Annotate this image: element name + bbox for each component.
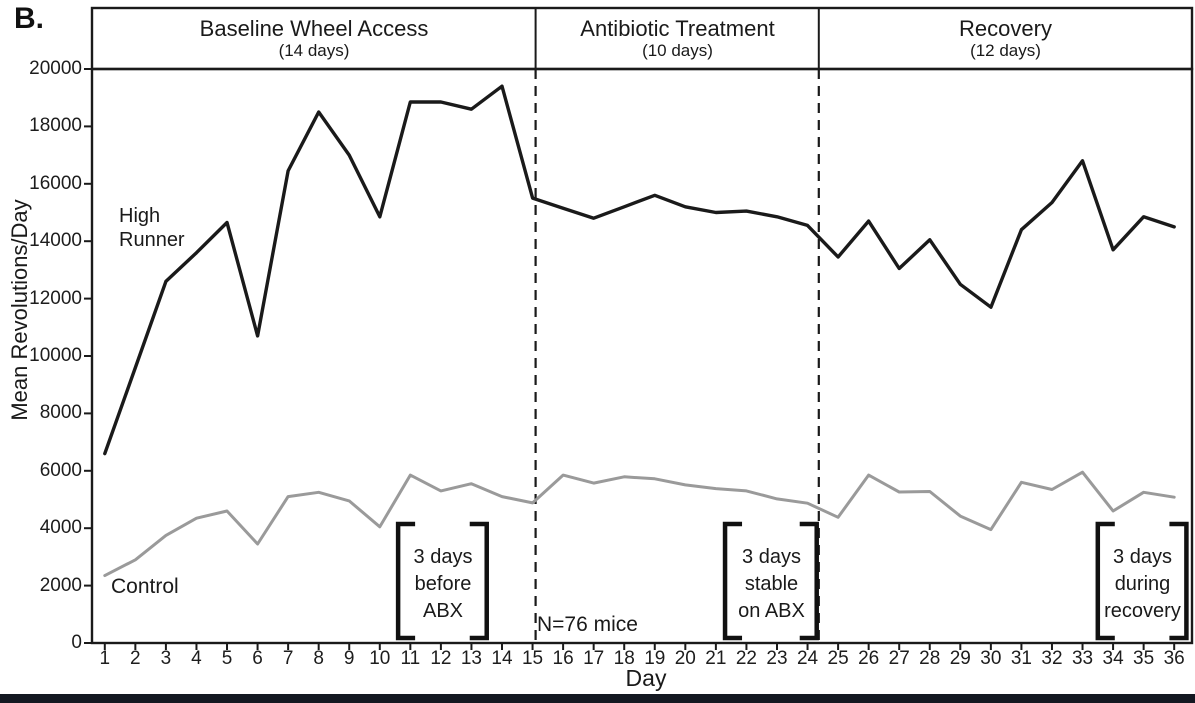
- series-line-control: [103, 470, 1176, 578]
- x-tick-label: 24: [796, 648, 819, 669]
- x-tick-label: 3: [160, 648, 172, 669]
- y-tick-label: 18000: [29, 115, 82, 137]
- x-tick-label: 33: [1071, 648, 1094, 669]
- x-tick-label: 14: [491, 648, 513, 669]
- phase-title: Antibiotic Treatment: [580, 15, 775, 41]
- x-tick-label: 15: [521, 648, 544, 669]
- y-tick-label: 8000: [39, 402, 82, 424]
- annotation-line: 3 days: [413, 545, 473, 568]
- panel-label: B.: [14, 2, 44, 35]
- phase-subtitle: (12 days): [970, 41, 1041, 61]
- y-tick-label: 10000: [29, 345, 82, 366]
- x-tick-label: 7: [282, 648, 294, 669]
- bottom-screen-bar: [0, 694, 1195, 703]
- y-tick-label: 16000: [29, 172, 82, 194]
- y-tick-label: 6000: [39, 459, 82, 481]
- x-tick-label: 25: [827, 648, 849, 669]
- annotation-line: ABX: [422, 599, 464, 622]
- x-axis-title: Day: [625, 665, 667, 691]
- x-tick-label: 11: [400, 648, 421, 669]
- phase-header-recovery: Recovery (12 days): [819, 8, 1192, 69]
- y-tick-label: 14000: [29, 230, 82, 252]
- x-tick-label: 9: [343, 648, 355, 669]
- x-tick-label: 4: [191, 648, 202, 669]
- annotation-line: on ABX: [738, 599, 805, 622]
- y-tick-label: 20000: [29, 58, 82, 79]
- sample-size-annotation: N=76 mice: [537, 613, 638, 636]
- x-tick-label: 16: [552, 648, 574, 669]
- annotation-line: 3 days: [1113, 545, 1172, 568]
- x-tick-label: 20: [674, 648, 696, 669]
- x-tick-label: 6: [252, 648, 263, 669]
- x-tick-label: 1: [99, 648, 111, 669]
- annotation-3-days-during-recovery: 3 days during recovery: [1098, 534, 1187, 634]
- x-tick-label: 34: [1102, 648, 1124, 669]
- x-tick-label: 35: [1133, 648, 1155, 669]
- phase-header-antibiotic: Antibiotic Treatment (10 days): [536, 8, 819, 69]
- series-label-high-runner: High Runner: [119, 204, 185, 252]
- phase-header-baseline: Baseline Wheel Access (14 days): [92, 8, 536, 69]
- series-label-control: Control: [111, 575, 179, 598]
- x-tick-label: 29: [949, 648, 971, 669]
- x-tick-label: 12: [430, 648, 452, 669]
- x-tick-label: 8: [313, 648, 324, 669]
- x-tick-label: 23: [766, 648, 788, 669]
- x-tick-label: 26: [858, 648, 880, 669]
- y-tick-label: 4000: [39, 517, 82, 539]
- annotation-line: 3 days: [742, 545, 801, 568]
- series-label-line: High: [119, 205, 161, 227]
- annotation-line: stable: [744, 572, 799, 595]
- x-tick-label: 17: [583, 648, 605, 669]
- x-tick-label: 27: [888, 648, 910, 669]
- y-tick-label: 2000: [39, 574, 82, 596]
- y-tick-label: 12000: [29, 287, 82, 309]
- x-tick-label: 31: [1010, 648, 1032, 669]
- x-tick-label: 2: [130, 648, 141, 669]
- x-tick-label: 19: [644, 648, 666, 669]
- phase-subtitle: (10 days): [642, 41, 713, 61]
- annotation-3-days-before-abx: 3 days before ABX: [399, 534, 487, 634]
- x-tick-label: 28: [919, 648, 941, 669]
- x-tick-label: 30: [980, 648, 1002, 669]
- phase-title: Recovery: [959, 15, 1052, 41]
- y-tick-label: 0: [71, 632, 82, 653]
- phase-subtitle: (14 days): [278, 41, 350, 61]
- phase-title: Baseline Wheel Access: [199, 15, 429, 41]
- annotation-line: recovery: [1104, 599, 1181, 622]
- annotation-line: before: [414, 572, 472, 595]
- x-tick-label: 10: [369, 648, 391, 669]
- series-label-line: Runner: [119, 229, 185, 251]
- series-line-high-runner: [103, 84, 1176, 456]
- x-tick-label: 32: [1041, 648, 1063, 669]
- annotation-line: during: [1114, 572, 1171, 595]
- x-tick-label: 18: [613, 648, 635, 669]
- x-tick-label: 21: [705, 648, 727, 669]
- annotation-3-days-stable-on-abx: 3 days stable on ABX: [726, 534, 817, 634]
- x-tick-label: 22: [735, 648, 757, 669]
- x-tick-label: 13: [460, 648, 482, 669]
- x-tick-label: 36: [1163, 648, 1185, 669]
- x-tick-label: 5: [221, 648, 233, 669]
